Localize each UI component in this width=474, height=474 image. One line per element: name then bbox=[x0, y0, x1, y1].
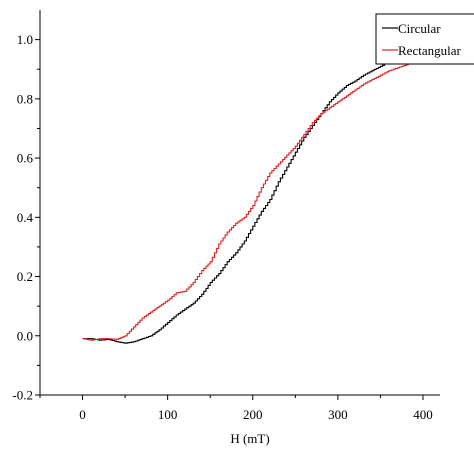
x-tick-label: 200 bbox=[243, 407, 263, 422]
y-tick-label: 0.2 bbox=[17, 269, 33, 284]
legend-label: Rectangular bbox=[398, 43, 461, 58]
x-tick-label: 0 bbox=[79, 407, 86, 422]
y-tick-label: 0.6 bbox=[17, 151, 34, 166]
axes: -0.2 0.0 0.2 0.4 0.6 0.8 1.0 0 100 200 300 400 bbox=[12, 10, 440, 422]
x-axis-title: H (mT) bbox=[230, 431, 269, 446]
legend: Circular Rectangular bbox=[375, 13, 474, 65]
y-tick-label: 0.0 bbox=[17, 328, 33, 343]
series-line-rectangular bbox=[82, 58, 424, 341]
x-tick-label: 100 bbox=[158, 407, 178, 422]
y-tick-label: 0.4 bbox=[17, 210, 34, 225]
y-tick-label: 1.0 bbox=[17, 32, 33, 47]
series-line-circular bbox=[82, 46, 424, 344]
y-tick-label: -0.2 bbox=[12, 388, 33, 403]
y-tick-label: 0.8 bbox=[17, 91, 33, 106]
x-tick-label: 300 bbox=[328, 407, 348, 422]
x-tick-label: 400 bbox=[413, 407, 433, 422]
legend-box bbox=[375, 13, 474, 65]
legend-label: Circular bbox=[398, 21, 441, 36]
series-layer bbox=[82, 46, 424, 344]
